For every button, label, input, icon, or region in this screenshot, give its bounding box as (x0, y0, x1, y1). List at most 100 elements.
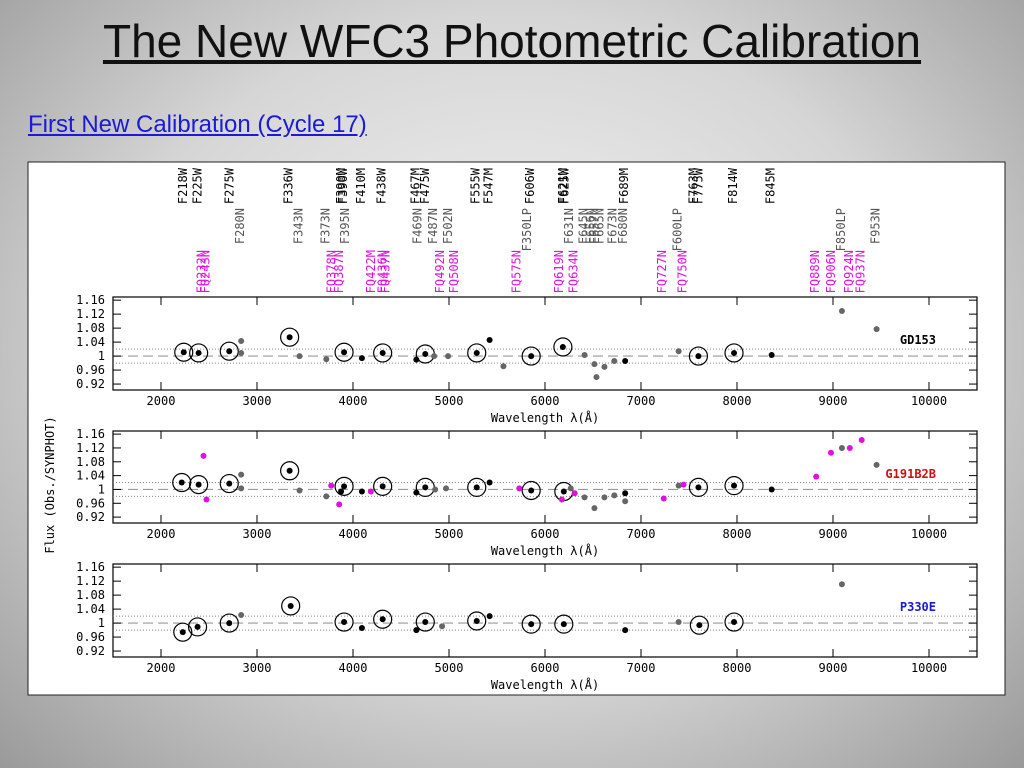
y-tick-label: 1.04 (76, 602, 105, 616)
data-point (323, 493, 330, 500)
point-highlight (219, 341, 239, 361)
data-point (591, 505, 598, 512)
point-highlight (219, 473, 239, 494)
data-point (581, 352, 588, 359)
data-point (827, 449, 834, 456)
data-point (358, 355, 365, 362)
data-point (445, 353, 452, 360)
data-point (296, 353, 303, 360)
y-tick-label: 1.04 (76, 335, 105, 349)
filter-label: FQ508N (447, 250, 461, 293)
filter-label: F280N (233, 208, 247, 244)
data-point (194, 623, 201, 630)
point-highlight (172, 472, 192, 493)
data-point (558, 496, 565, 503)
filter-label: F673N (605, 208, 619, 244)
data-point (516, 485, 523, 492)
data-point (838, 307, 845, 314)
data-point (379, 349, 386, 356)
point-highlight (280, 461, 300, 481)
data-point (422, 350, 429, 357)
filter-label: F467M (408, 168, 422, 204)
filter-label: FQ937N (854, 250, 868, 293)
data-point (358, 488, 365, 495)
data-point (439, 623, 446, 630)
filter-label: F665N (592, 208, 606, 244)
data-point (323, 356, 330, 363)
filter-label: F343N (292, 208, 306, 244)
y-tick-label: 1.16 (76, 560, 105, 574)
filter-label: F606W (523, 167, 537, 204)
filter-label: F373N (318, 208, 332, 244)
filter-label: FQ619N (552, 250, 566, 293)
point-highlight (373, 343, 393, 363)
filter-label: F680N (616, 208, 630, 244)
x-tick-label: 5000 (435, 394, 464, 408)
data-point (675, 348, 682, 355)
point-highlight (688, 477, 709, 497)
data-point (680, 481, 687, 488)
data-point (601, 363, 608, 370)
filter-label: F625W (558, 167, 572, 204)
x-tick-label: 3000 (243, 394, 272, 408)
filter-label: F547M (482, 168, 496, 204)
panel-label: GD153 (900, 333, 936, 347)
point-highlight (467, 343, 487, 363)
data-point (813, 473, 820, 480)
point-highlight (724, 343, 744, 363)
data-point (473, 484, 480, 491)
data-point (695, 353, 702, 360)
filter-label: F487N (426, 208, 440, 244)
x-tick-label: 8000 (723, 394, 752, 408)
point-highlight (334, 342, 354, 362)
filter-label: F469N (410, 208, 424, 244)
data-point (486, 613, 493, 620)
filter-label: F814W (726, 167, 740, 204)
data-point (341, 349, 348, 356)
data-point (413, 489, 420, 496)
point-highlight (724, 476, 744, 496)
filter-label: F621M (556, 168, 570, 204)
data-point (622, 490, 629, 497)
subtitle-link[interactable]: First New Calibration (Cycle 17) (28, 111, 367, 138)
x-tick-label: 7000 (627, 527, 656, 541)
data-point (379, 616, 386, 623)
data-point (203, 496, 210, 503)
filter-label: FQ387N (332, 250, 346, 293)
filter-label: F645N (577, 208, 591, 244)
data-point (238, 471, 245, 478)
x-tick-label: 3000 (243, 527, 272, 541)
point-highlight (689, 615, 709, 635)
data-point (622, 627, 629, 634)
x-tick-label: 6000 (531, 527, 560, 541)
y-tick-label: 1 (98, 349, 105, 363)
point-highlight (467, 611, 487, 631)
data-point (178, 479, 185, 486)
filter-label: FQ906N (824, 250, 838, 293)
data-point (560, 488, 567, 495)
filter-label: F600LP (671, 208, 685, 251)
point-highlight (724, 612, 744, 632)
data-point (195, 349, 202, 356)
y-tick-label: 0.92 (76, 510, 105, 524)
data-point (528, 621, 535, 628)
data-point (768, 352, 775, 359)
point-highlight (688, 346, 709, 366)
filter-label: FQ750N (676, 250, 690, 293)
filter-label: F656N (584, 208, 598, 244)
y-tick-label: 1.12 (76, 307, 105, 321)
x-axis-label: Wavelength λ(Å) (491, 677, 599, 692)
point-highlight (521, 346, 541, 366)
x-tick-label: 4000 (339, 394, 368, 408)
filter-label: F953N (869, 208, 883, 244)
filter-label: F350LP (520, 208, 534, 251)
data-point (238, 612, 245, 619)
x-tick-label: 6000 (531, 661, 560, 675)
y-tick-label: 1.08 (76, 455, 105, 469)
filter-label: F390M (334, 168, 348, 204)
data-point (731, 619, 738, 626)
filter-label: F475W (418, 167, 432, 204)
filter-label: F631N (562, 208, 576, 244)
x-tick-label: 9000 (819, 394, 848, 408)
data-point (567, 485, 574, 492)
